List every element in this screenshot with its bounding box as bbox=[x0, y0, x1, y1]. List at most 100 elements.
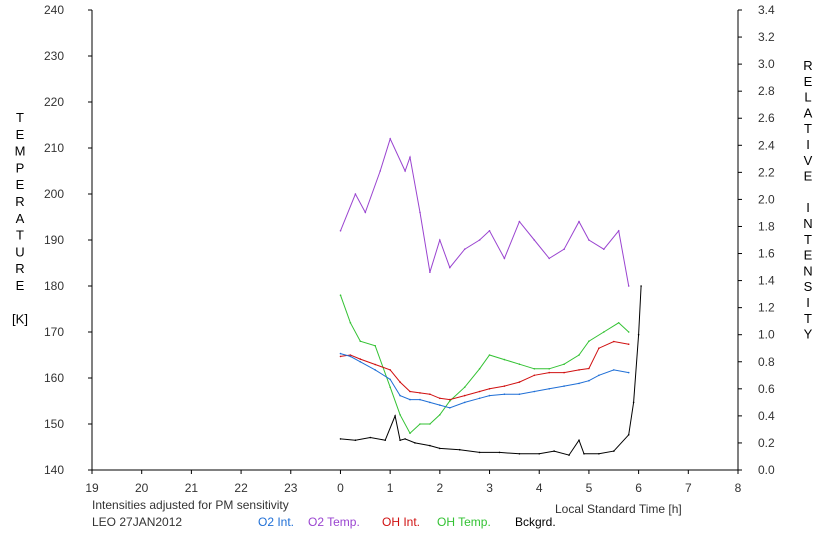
data-point-o2-temp bbox=[389, 138, 392, 140]
data-point-o2-int bbox=[429, 401, 431, 404]
right-tick-label: 1.0 bbox=[758, 328, 775, 342]
data-point-o2-temp bbox=[354, 193, 357, 195]
left-tick-label: 170 bbox=[44, 325, 64, 339]
x-axis-ticks: 19 20 21 22 23 0 1 2 3 4 5 6 7 8 bbox=[85, 470, 742, 495]
left-label-char: R bbox=[15, 261, 24, 276]
left-label-char: A bbox=[16, 211, 25, 226]
right-tick-label: 1.4 bbox=[758, 274, 775, 288]
data-point-bckgrd bbox=[640, 285, 642, 287]
data-point-o2-temp bbox=[503, 257, 506, 260]
data-point-oh-temp bbox=[399, 414, 401, 416]
data-point-oh-int bbox=[339, 355, 342, 358]
right-tick-label: 0.0 bbox=[758, 463, 775, 477]
series-line-bckgrd bbox=[340, 285, 642, 456]
data-point-oh-int bbox=[409, 390, 411, 393]
right-tick-label: 1.2 bbox=[758, 301, 775, 315]
data-point-o2-temp bbox=[429, 271, 431, 274]
data-point-o2-int bbox=[439, 404, 441, 406]
x-tick-label: 6 bbox=[635, 481, 642, 495]
data-point-oh-temp bbox=[339, 294, 342, 297]
data-point-o2-int bbox=[374, 369, 377, 371]
data-point-bckgrd bbox=[568, 454, 570, 456]
right-label-char: S bbox=[804, 279, 813, 294]
data-point-oh-int bbox=[488, 388, 491, 390]
data-point-oh-temp bbox=[488, 354, 491, 356]
x-tick-label: 5 bbox=[586, 481, 593, 495]
left-tick-label: 150 bbox=[44, 417, 64, 431]
series-line-oh-temp bbox=[340, 295, 630, 435]
data-point-bckgrd bbox=[538, 453, 540, 455]
right-tick-label: 2.0 bbox=[758, 192, 775, 206]
left-tick-label: 190 bbox=[44, 233, 64, 247]
data-point-o2-temp bbox=[364, 211, 367, 214]
data-point-oh-int bbox=[349, 354, 352, 356]
left-label-char: R bbox=[15, 194, 24, 209]
data-point-oh-temp bbox=[419, 423, 421, 425]
data-point-bckgrd bbox=[354, 439, 357, 442]
data-point-oh-int bbox=[463, 394, 466, 397]
data-point-oh-int bbox=[533, 374, 536, 377]
right-tick-label: 2.8 bbox=[758, 84, 775, 98]
right-tick-label: 0.6 bbox=[758, 382, 775, 396]
data-point-o2-int bbox=[563, 385, 565, 387]
left-label-char: M bbox=[15, 144, 26, 159]
data-point-o2-temp bbox=[463, 248, 466, 250]
x-tick-label: 0 bbox=[337, 481, 344, 495]
x-tick-label: 20 bbox=[135, 481, 149, 495]
left-axis-ticks: 140 150 160 170 180 190 200 210 220 230 240 bbox=[44, 3, 92, 477]
left-label-char: [K] bbox=[12, 312, 28, 327]
data-point-oh-temp bbox=[478, 368, 481, 370]
data-point-bckgrd bbox=[518, 453, 521, 455]
data-point-o2-int bbox=[359, 361, 362, 363]
data-point-oh-temp bbox=[429, 423, 431, 425]
data-point-o2-temp bbox=[533, 239, 536, 241]
x-tick-label: 23 bbox=[284, 481, 298, 495]
data-point-o2-int bbox=[488, 394, 491, 397]
data-point-oh-temp bbox=[349, 322, 352, 324]
data-point-oh-int bbox=[478, 390, 481, 393]
data-point-bckgrd bbox=[578, 439, 580, 442]
data-point-oh-temp bbox=[578, 354, 580, 356]
data-point-oh-int bbox=[359, 358, 362, 360]
left-tick-label: 140 bbox=[44, 463, 64, 477]
data-point-o2-int bbox=[463, 401, 466, 404]
data-point-o2-int bbox=[518, 393, 521, 396]
left-tick-label: 240 bbox=[44, 3, 64, 17]
right-label-char: T bbox=[804, 232, 812, 247]
x-tick-label: 1 bbox=[387, 481, 394, 495]
right-label-char: E bbox=[804, 74, 813, 89]
data-point-o2-temp bbox=[419, 211, 421, 214]
data-point-oh-temp bbox=[449, 400, 451, 402]
right-label-char: A bbox=[804, 105, 813, 120]
x-tick-label: 7 bbox=[685, 481, 692, 495]
right-axis-ticks: 0.0 0.2 0.4 0.6 0.8 1.0 1.2 1.4 1.6 1.8 2.0 2.2 2.4 2… bbox=[738, 3, 775, 477]
data-point-o2-int bbox=[419, 398, 421, 401]
right-label-char: E bbox=[804, 248, 813, 263]
data-point-oh-temp bbox=[374, 345, 377, 347]
sensitivity-note: Intensities adjusted for PM sensitivity bbox=[92, 498, 289, 512]
legend: O2 Int. O2 Temp. OH Int. OH Temp. Bckgrd. bbox=[258, 515, 556, 529]
data-point-oh-int bbox=[419, 392, 421, 394]
right-label-char: N bbox=[803, 216, 812, 231]
data-point-oh-int bbox=[548, 371, 550, 374]
data-point-oh-temp bbox=[463, 386, 466, 389]
right-label-char: L bbox=[804, 90, 811, 105]
series-layer bbox=[339, 137, 642, 456]
left-label-char: U bbox=[15, 244, 24, 259]
left-label-char: E bbox=[16, 278, 25, 293]
data-point-o2-temp bbox=[627, 285, 630, 287]
legend-item-oh-int: OH Int. bbox=[382, 515, 420, 529]
right-label-char: R bbox=[803, 58, 812, 73]
data-point-oh-temp bbox=[588, 340, 590, 343]
data-point-o2-temp bbox=[548, 257, 550, 260]
data-point-bckgrd bbox=[414, 442, 416, 444]
data-point-o2-int bbox=[548, 388, 550, 390]
data-point-bckgrd bbox=[339, 438, 342, 440]
left-tick-label: 180 bbox=[44, 279, 64, 293]
x-tick-label: 22 bbox=[234, 481, 248, 495]
data-point-o2-int bbox=[449, 407, 451, 409]
data-point-oh-temp bbox=[389, 386, 392, 389]
right-label-char: Y bbox=[804, 327, 813, 342]
data-point-bckgrd bbox=[553, 450, 555, 452]
right-tick-label: 2.4 bbox=[758, 138, 775, 152]
